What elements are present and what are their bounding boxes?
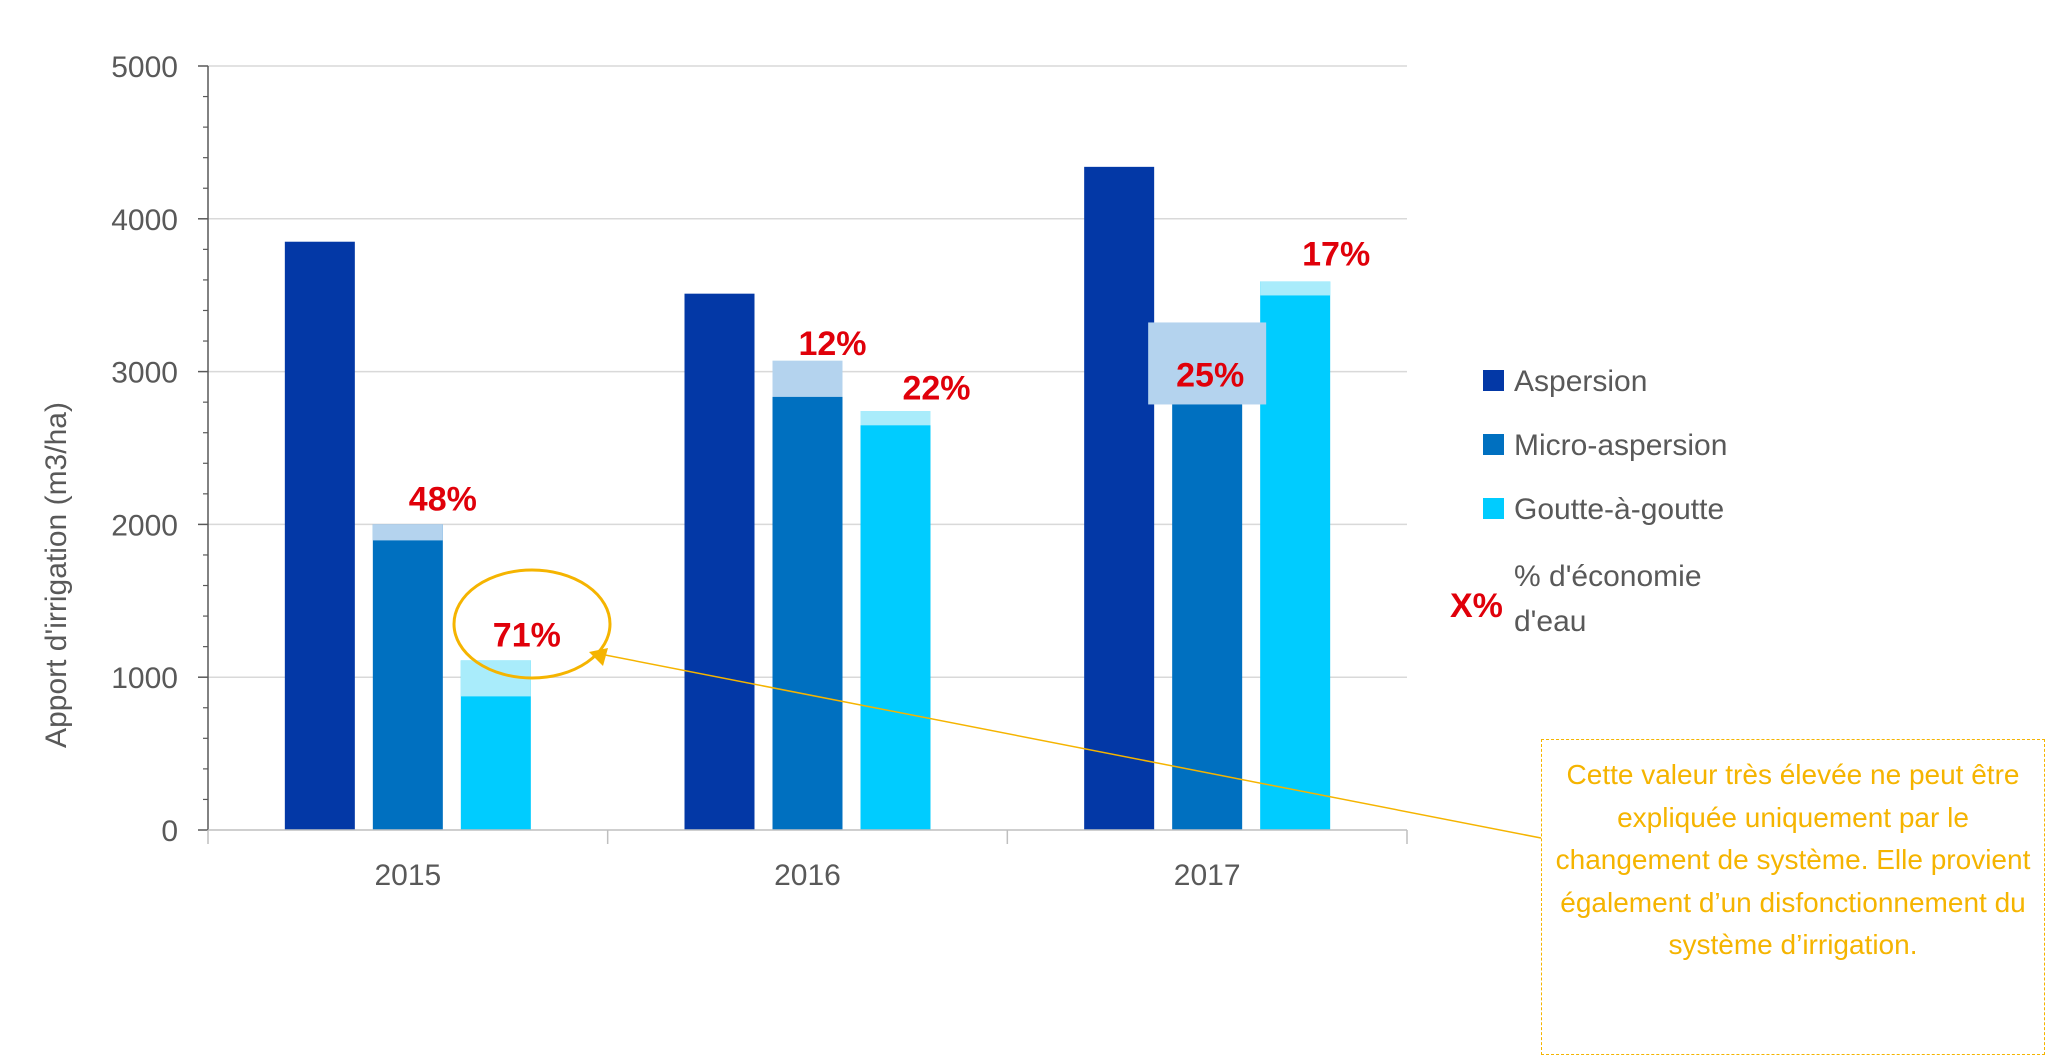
savings-labels: 48% 71% 12% 22% 25% 17% bbox=[409, 235, 1370, 654]
highlight-ellipse bbox=[452, 568, 612, 680]
savings-label: 25% bbox=[1176, 356, 1244, 394]
y-tick-label: 2000 bbox=[111, 509, 178, 542]
legend-savings-symbol: X% bbox=[1450, 587, 1503, 625]
y-axis-label: Apport d'irrigation (m3/ha) bbox=[40, 402, 73, 748]
bar bbox=[1084, 166, 1155, 830]
y-tick-label: 1000 bbox=[111, 662, 178, 695]
y-tick-label: 0 bbox=[161, 815, 178, 848]
x-tick-labels: 2015 2016 2017 bbox=[374, 859, 1240, 892]
annotation-callout bbox=[452, 568, 1542, 839]
savings-band bbox=[372, 524, 443, 541]
y-tick-labels: 0 1000 2000 3000 4000 5000 bbox=[111, 51, 178, 848]
y-tick-label: 4000 bbox=[111, 204, 178, 237]
bar bbox=[1172, 336, 1243, 830]
legend-label: Goutte-à-goutte bbox=[1514, 493, 1724, 526]
bars bbox=[284, 166, 1331, 831]
bar bbox=[1260, 281, 1331, 830]
axes bbox=[198, 65, 1408, 844]
annotation-note: Cette valeur très élevée ne peut être ex… bbox=[1541, 739, 2045, 1055]
bar bbox=[860, 411, 931, 830]
savings-band bbox=[772, 360, 843, 397]
callout-arrowhead bbox=[589, 648, 608, 666]
y-tick-label: 5000 bbox=[111, 51, 178, 84]
x-tick-label: 2015 bbox=[374, 859, 441, 892]
legend: Aspersion Micro-aspersion Goutte-à-goutte X… bbox=[1450, 365, 1727, 638]
bar bbox=[772, 360, 843, 830]
savings-label: 48% bbox=[409, 480, 477, 518]
savings-band bbox=[860, 411, 931, 426]
legend-label: Aspersion bbox=[1514, 365, 1647, 398]
savings-label: 12% bbox=[798, 325, 866, 363]
legend-savings-label: d'eau bbox=[1514, 605, 1586, 638]
x-tick-label: 2017 bbox=[1174, 859, 1241, 892]
savings-label: 22% bbox=[902, 369, 970, 407]
bar bbox=[372, 524, 443, 830]
legend-swatch bbox=[1483, 498, 1504, 519]
savings-band bbox=[1260, 281, 1331, 296]
legend-savings-label: % d'économie bbox=[1514, 560, 1702, 593]
legend-swatch bbox=[1483, 434, 1504, 455]
legend-swatch bbox=[1483, 370, 1504, 391]
savings-label: 71% bbox=[493, 616, 561, 654]
callout-line bbox=[599, 653, 1542, 839]
legend-label: Micro-aspersion bbox=[1514, 429, 1727, 462]
y-tick-label: 3000 bbox=[111, 357, 178, 390]
bar bbox=[284, 241, 355, 831]
savings-band bbox=[1148, 322, 1267, 405]
savings-label: 17% bbox=[1302, 235, 1370, 273]
bar bbox=[684, 293, 755, 830]
x-tick-label: 2016 bbox=[774, 859, 841, 892]
